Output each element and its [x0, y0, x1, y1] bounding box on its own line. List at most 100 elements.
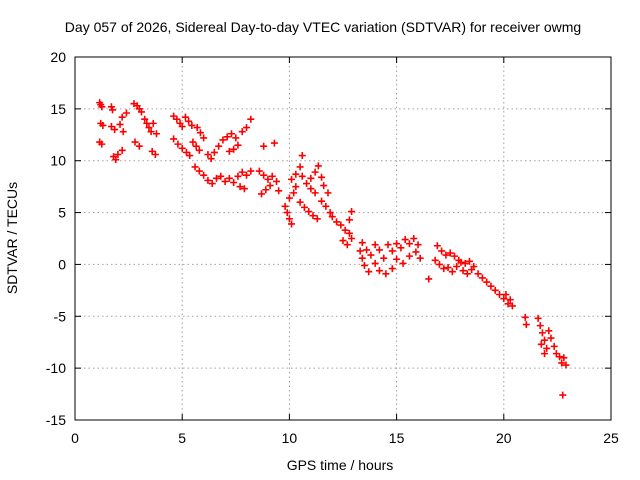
data-point — [508, 302, 516, 310]
y-tick-label: 15 — [50, 101, 66, 117]
data-point — [260, 142, 268, 150]
data-point — [545, 327, 553, 335]
y-axis-label: SDTVAR / TECUs — [4, 182, 20, 294]
y-tick-label: 5 — [58, 205, 66, 221]
plot-frame — [74, 56, 612, 421]
data-point — [141, 115, 149, 123]
data-point — [260, 171, 268, 179]
data-point — [300, 203, 308, 211]
data-point — [230, 178, 238, 186]
data-point — [234, 141, 242, 149]
data-point — [534, 314, 542, 322]
data-point — [215, 142, 223, 150]
data-point — [266, 182, 274, 190]
grid-lines — [75, 57, 611, 420]
y-tick-label: -15 — [46, 412, 66, 428]
data-point — [560, 354, 568, 362]
data-point — [270, 139, 278, 147]
data-point — [461, 259, 469, 267]
data-point — [221, 177, 229, 185]
data-point — [550, 342, 558, 350]
data-point — [367, 251, 375, 259]
data-point — [275, 187, 283, 195]
data-point — [371, 259, 379, 267]
data-point — [152, 130, 160, 138]
data-point — [236, 183, 244, 191]
data-point — [225, 147, 233, 155]
x-tick-label: 5 — [178, 430, 186, 446]
data-point — [384, 241, 392, 249]
data-point — [380, 254, 388, 262]
data-point — [442, 251, 450, 259]
x-tick-label: 25 — [603, 430, 619, 446]
data-point — [393, 240, 401, 248]
data-point — [414, 241, 422, 249]
data-point — [401, 236, 409, 244]
data-point — [425, 275, 433, 283]
data-point — [438, 247, 446, 255]
data-point — [348, 208, 356, 216]
data-point — [435, 260, 443, 268]
data-point — [208, 180, 216, 188]
data-point — [416, 254, 424, 262]
data-point — [292, 170, 300, 178]
data-point — [200, 134, 208, 142]
data-point — [522, 321, 530, 329]
data-point — [463, 270, 471, 278]
data-point — [225, 174, 233, 182]
data-point — [309, 212, 317, 220]
data-point — [431, 256, 439, 264]
data-point — [189, 138, 197, 146]
data-point — [196, 129, 204, 137]
data-point — [450, 252, 458, 260]
data-point — [405, 252, 413, 260]
data-point — [290, 189, 298, 197]
data-point — [170, 135, 178, 143]
data-point — [457, 258, 465, 266]
data-point — [506, 296, 514, 304]
y-tick-label: 0 — [58, 256, 66, 272]
data-point — [298, 152, 306, 160]
data-point — [151, 150, 159, 158]
data-point — [118, 113, 126, 121]
data-point — [382, 270, 390, 278]
data-point — [322, 202, 330, 210]
data-point — [328, 213, 336, 221]
data-point — [178, 144, 186, 152]
data-point — [247, 115, 255, 123]
data-point — [178, 122, 186, 130]
data-point — [375, 246, 383, 254]
data-point — [399, 259, 407, 267]
data-point — [298, 172, 306, 180]
data-point — [559, 391, 567, 399]
data-point — [536, 322, 544, 330]
data-point — [217, 172, 225, 180]
data-point — [195, 146, 203, 154]
data-point — [496, 291, 504, 299]
data-point — [143, 119, 151, 127]
data-point — [204, 150, 212, 158]
data-point — [502, 291, 510, 299]
data-point — [147, 128, 155, 136]
data-point — [243, 171, 251, 179]
data-point — [311, 189, 319, 197]
y-tick-label: 20 — [50, 49, 66, 65]
data-point — [468, 266, 476, 274]
data-points — [96, 99, 570, 399]
data-point — [326, 209, 334, 217]
data-point — [98, 140, 106, 148]
data-point — [131, 138, 139, 146]
data-point — [185, 117, 193, 125]
data-point — [491, 286, 499, 294]
data-point — [111, 126, 119, 134]
data-point — [98, 103, 106, 111]
data-point — [343, 241, 351, 249]
data-point — [281, 202, 289, 210]
data-point — [234, 172, 242, 180]
x-tick-label: 15 — [389, 430, 405, 446]
data-point — [465, 257, 473, 265]
data-point — [264, 175, 272, 183]
data-point — [99, 121, 107, 129]
data-point — [333, 218, 341, 226]
data-point — [116, 120, 124, 128]
